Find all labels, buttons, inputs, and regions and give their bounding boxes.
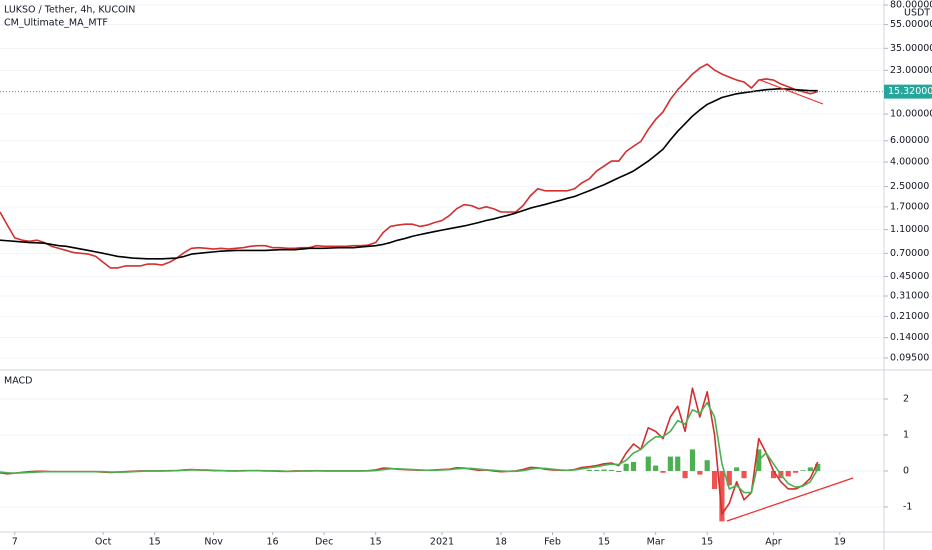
y-tick-label: 1	[903, 429, 909, 440]
x-tick-label: 7	[12, 537, 18, 548]
histogram-bar	[785, 470, 791, 477]
histogram-bar	[608, 469, 615, 471]
histogram-bar	[616, 470, 622, 473]
y-tick-label: 2	[903, 393, 909, 404]
histogram-bar	[726, 470, 732, 486]
histogram-bar	[704, 460, 710, 471]
x-tick-label: 15	[701, 537, 713, 548]
histogram-bar	[660, 470, 666, 473]
y-tick-label: 0	[903, 465, 909, 476]
trendline	[726, 477, 854, 522]
y-tick-label: 2.50000	[890, 181, 929, 192]
y-tick-label: 0.70000	[890, 248, 929, 259]
histogram-bar	[734, 467, 740, 471]
histogram-bar	[645, 456, 651, 471]
histogram-bar	[601, 469, 607, 471]
y-tick-label: 1.10000	[890, 224, 929, 235]
y-tick-label: -1	[903, 501, 912, 512]
histogram-bar	[741, 470, 747, 479]
x-tick-label: Feb	[544, 537, 561, 548]
histogram-bar	[689, 449, 696, 471]
y-tick-label: 23.00000	[890, 65, 932, 76]
histogram-bar	[594, 469, 600, 471]
y-tick-label: 0.14000	[890, 332, 929, 343]
y-tick-label: 0.21000	[890, 311, 929, 322]
y-tick-label: 1.70000	[890, 201, 929, 212]
grid	[0, 4, 884, 508]
indicator-name: CM_Ultimate_MA_MTF	[4, 18, 108, 29]
price-label: 15.32000	[888, 86, 932, 97]
x-tick-label: Apr	[765, 537, 782, 548]
y-tick-label: 6.00000	[890, 135, 929, 146]
x-tick-label: Oct	[95, 537, 112, 548]
histogram-bar	[807, 467, 813, 471]
y-tick-label: 4.00000	[890, 156, 929, 167]
histogram-bar	[770, 470, 777, 479]
histogram-bar	[667, 456, 673, 471]
series-line	[0, 87, 818, 260]
x-tick-label: 15	[370, 537, 382, 548]
histogram-bar	[630, 461, 637, 471]
histogram-bar	[675, 456, 681, 471]
y-tick-label: 55.00000	[890, 19, 932, 30]
y-tick-label: 0.45000	[890, 271, 929, 282]
y-tick-label: 0.31000	[890, 291, 929, 302]
trendline	[759, 79, 824, 105]
currency-label: USDT	[904, 8, 930, 19]
series-line	[0, 401, 819, 494]
x-tick-label: 2021	[430, 537, 454, 548]
x-tick-label: 15	[149, 537, 161, 548]
histogram-bar	[653, 465, 659, 471]
plot-area	[0, 63, 884, 522]
histogram-bar	[800, 470, 806, 471]
histogram-bar	[815, 463, 821, 471]
histogram-bar	[586, 469, 592, 471]
y-tick-label: 35.00000	[890, 43, 932, 54]
x-tick-label: 18	[495, 537, 507, 548]
series-line	[0, 63, 818, 269]
histogram-bar	[682, 470, 688, 479]
histogram-bar	[697, 470, 703, 475]
histogram-bar	[623, 463, 629, 471]
histogram-bar	[711, 470, 718, 489]
x-tick-label: 15	[598, 537, 610, 548]
histogram-bar	[793, 470, 799, 473]
price-label-box	[884, 84, 932, 99]
y-tick-label: 80.00000	[890, 0, 932, 10]
y-tick-label: 0.09500	[890, 353, 929, 364]
histogram-bar	[719, 470, 725, 522]
x-tick-label: Nov	[204, 537, 223, 548]
y-tick-label: 10.00000	[890, 108, 932, 119]
indicator-name: MACD	[4, 376, 32, 387]
x-tick-label: Dec	[315, 537, 333, 548]
chart-title: LUKSO / Tether, 4h, KUCOIN	[4, 5, 135, 16]
x-tick-label: 19	[834, 537, 846, 548]
x-tick-label: 16	[267, 537, 279, 548]
x-tick-label: Mar	[647, 537, 665, 548]
